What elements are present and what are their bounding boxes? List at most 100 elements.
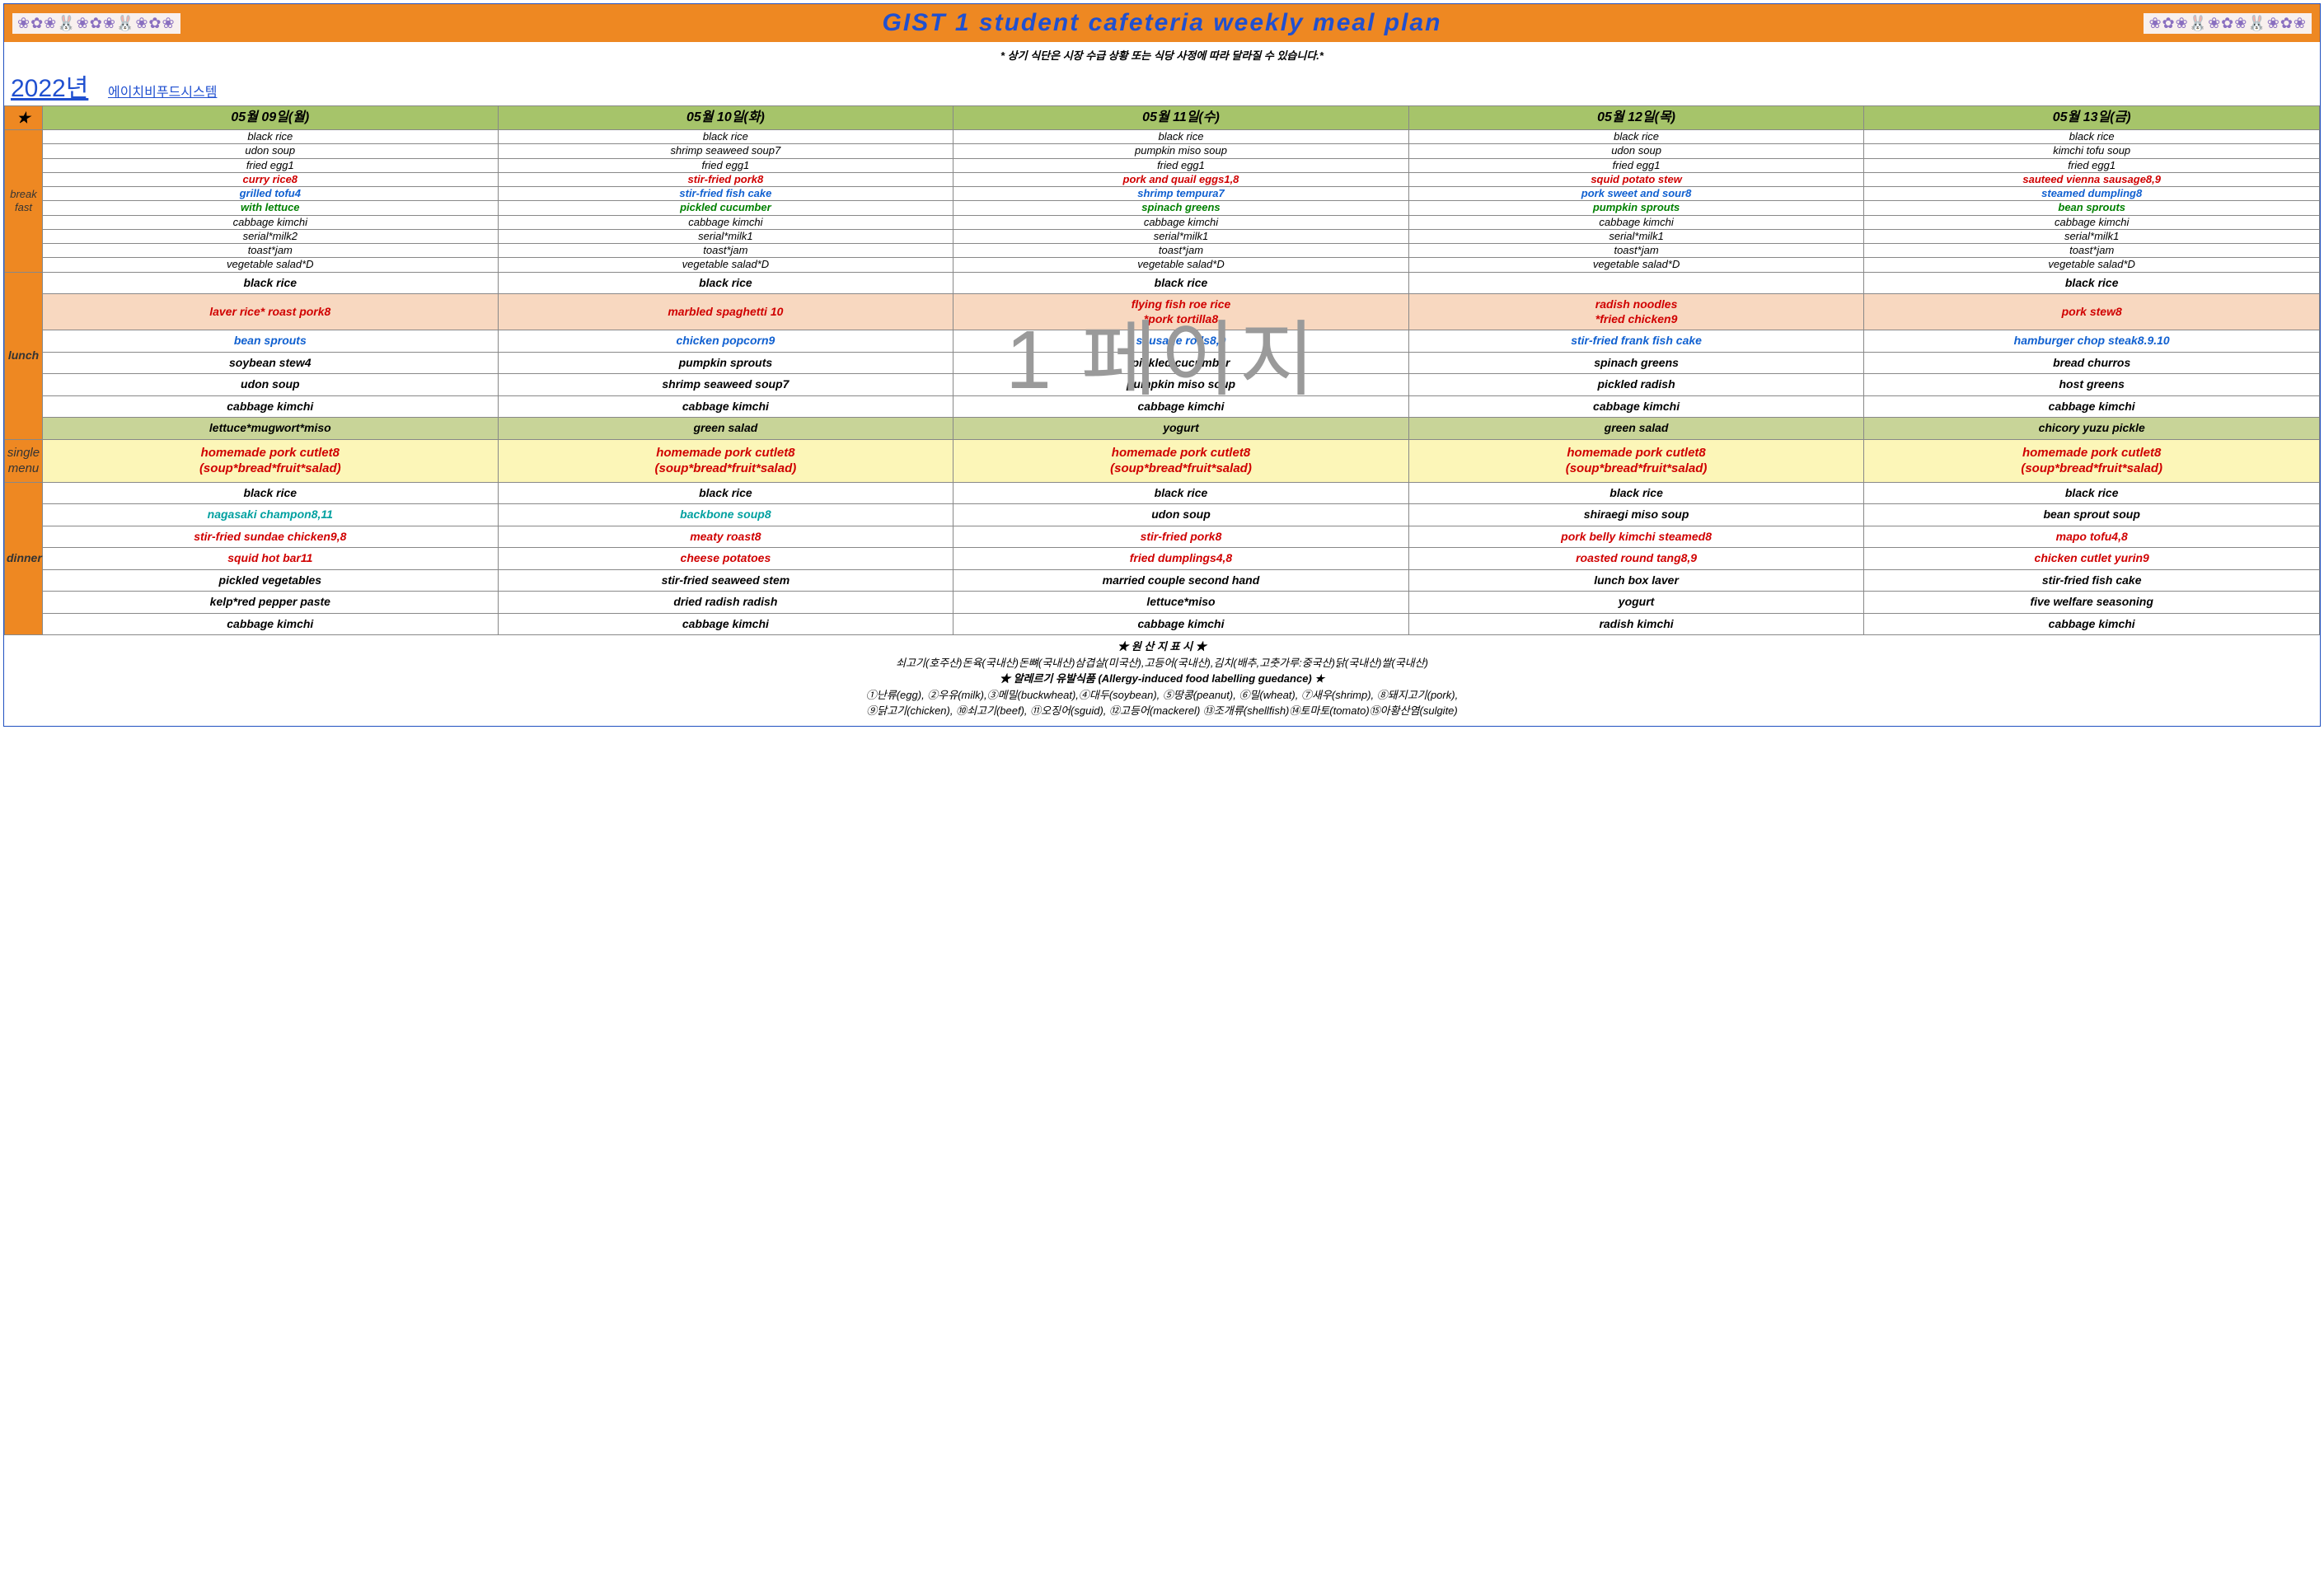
year-row: 2022년 에이치비푸드시스템 xyxy=(4,64,2320,105)
meal-cell: laver rice* roast pork8 xyxy=(43,294,499,330)
meal-cell: radish kimchi xyxy=(1408,613,1864,635)
day-header: 05월 11일(수) xyxy=(953,106,1409,130)
meal-cell: black rice xyxy=(1408,482,1864,504)
allergy-title: ★ 알레르기 유발식품 (Allergy-induced food labell… xyxy=(9,671,2315,687)
meal-cell: cheese potatoes xyxy=(498,548,953,570)
table-row: bean sproutschicken popcorn9sausage roll… xyxy=(5,330,2320,353)
meal-table-body: break fastblack riceblack riceblack rice… xyxy=(5,130,2320,635)
meal-cell: pumpkin miso soup xyxy=(953,144,1409,158)
meal-cell: stir-fried pork8 xyxy=(953,526,1409,548)
meal-cell: homemade pork cutlet8 (soup*bread*fruit*… xyxy=(43,439,499,482)
meal-cell: toast*jam xyxy=(43,244,499,258)
allergy-body-2: ⑨닭고기(chicken), ⑩쇠고기(beef), ⑪오징어(sguid), … xyxy=(9,703,2315,719)
allergy-body-1: ①난류(egg), ②우유(milk),③메밀(buckwheat),④대두(s… xyxy=(9,687,2315,704)
company-label: 에이치비푸드시스템 xyxy=(108,86,217,100)
meal-cell: cabbage kimchi xyxy=(43,395,499,418)
star-header: ★ xyxy=(5,106,43,130)
meal-cell: fried egg1 xyxy=(43,158,499,172)
origin-title: ★ 원 산 지 표 시 ★ xyxy=(9,639,2315,655)
meal-cell: serial*milk1 xyxy=(953,229,1409,243)
meal-cell: squid hot bar11 xyxy=(43,548,499,570)
meal-cell: pork sweet and sour8 xyxy=(1408,187,1864,201)
meal-cell: meaty roast8 xyxy=(498,526,953,548)
day-header: 05월 10일(화) xyxy=(498,106,953,130)
table-row: laver rice* roast pork8marbled spaghetti… xyxy=(5,294,2320,330)
meal-cell: black rice xyxy=(1864,482,2320,504)
meal-cell: toast*jam xyxy=(1408,244,1864,258)
meal-cell: pickled cucumber xyxy=(953,352,1409,374)
meal-cell: cabbage kimchi xyxy=(43,613,499,635)
meal-cell: steamed dumpling8 xyxy=(1864,187,2320,201)
meal-cell: cabbage kimchi xyxy=(498,395,953,418)
meal-cell: squid potato stew xyxy=(1408,172,1864,186)
meal-cell: fried egg1 xyxy=(498,158,953,172)
meal-cell: pickled vegetables xyxy=(43,569,499,592)
meal-cell: vegetable salad*D xyxy=(498,258,953,272)
meal-cell: kimchi tofu soup xyxy=(1864,144,2320,158)
table-row: lunchblack riceblack riceblack riceblack… xyxy=(5,272,2320,294)
meal-cell: cabbage kimchi xyxy=(498,215,953,229)
meal-cell: with lettuce xyxy=(43,201,499,215)
meal-cell: cabbage kimchi xyxy=(1408,215,1864,229)
meal-cell: cabbage kimchi xyxy=(953,613,1409,635)
meal-cell: black rice xyxy=(1864,272,2320,294)
meal-cell: black rice xyxy=(43,482,499,504)
notice-text: * 상기 식단은 시장 수급 상황 또는 식당 사정에 따라 달라질 수 있습니… xyxy=(4,42,2320,64)
meal-cell: marbled spaghetti 10 xyxy=(498,294,953,330)
meal-cell: backbone soup8 xyxy=(498,504,953,526)
meal-cell: black rice xyxy=(498,482,953,504)
meal-cell: pickled radish xyxy=(1408,374,1864,396)
meal-cell: lettuce*miso xyxy=(953,592,1409,614)
meal-cell: hamburger chop steak8.9.10 xyxy=(1864,330,2320,353)
meal-cell: yogurt xyxy=(1408,592,1864,614)
table-row: with lettucepickled cucumberspinach gree… xyxy=(5,201,2320,215)
meal-cell: soybean stew4 xyxy=(43,352,499,374)
meal-cell: roasted round tang8,9 xyxy=(1408,548,1864,570)
meal-cell: black rice xyxy=(43,272,499,294)
meal-cell: vegetable salad*D xyxy=(43,258,499,272)
meal-cell: shiraegi miso soup xyxy=(1408,504,1864,526)
meal-cell: cabbage kimchi xyxy=(953,395,1409,418)
meal-cell: vegetable salad*D xyxy=(1408,258,1864,272)
meal-cell: udon soup xyxy=(43,144,499,158)
meal-cell: homemade pork cutlet8 (soup*bread*fruit*… xyxy=(498,439,953,482)
meal-cell: shrimp seaweed soup7 xyxy=(498,144,953,158)
day-header: 05월 12일(목) xyxy=(1408,106,1864,130)
meal-cell: cabbage kimchi xyxy=(1408,395,1864,418)
meal-cell: black rice xyxy=(953,130,1409,144)
meal-cell: flying fish roe rice *pork tortilla8 xyxy=(953,294,1409,330)
table-row: squid hot bar11cheese potatoesfried dump… xyxy=(5,548,2320,570)
meal-cell: bean sprouts xyxy=(43,330,499,353)
day-header-row: ★ 05월 09일(월) 05월 10일(화) 05월 11일(수) 05월 1… xyxy=(5,106,2320,130)
meal-cell: pumpkin miso soup xyxy=(953,374,1409,396)
meal-cell: spinach greens xyxy=(1408,352,1864,374)
meal-cell: stir-fried sundae chicken9,8 xyxy=(43,526,499,548)
meal-cell: cabbage kimchi xyxy=(43,215,499,229)
meal-cell: vegetable salad*D xyxy=(1864,258,2320,272)
table-row: curry rice8stir-fried pork8pork and quai… xyxy=(5,172,2320,186)
meal-cell: curry rice8 xyxy=(43,172,499,186)
table-row: cabbage kimchicabbage kimchicabbage kimc… xyxy=(5,395,2320,418)
meal-cell: toast*jam xyxy=(1864,244,2320,258)
meal-cell: sausage rolls8,9 xyxy=(953,330,1409,353)
meal-cell: homemade pork cutlet8 (soup*bread*fruit*… xyxy=(1408,439,1864,482)
meal-cell: serial*milk1 xyxy=(1864,229,2320,243)
meal-cell: green salad xyxy=(498,418,953,440)
section-label: break fast xyxy=(5,130,43,273)
meal-cell: pickled cucumber xyxy=(498,201,953,215)
meal-cell: fried egg1 xyxy=(1408,158,1864,172)
table-row: lettuce*mugwort*misogreen saladyogurtgre… xyxy=(5,418,2320,440)
meal-cell: chicken cutlet yurin9 xyxy=(1864,548,2320,570)
meal-table: ★ 05월 09일(월) 05월 10일(화) 05월 11일(수) 05월 1… xyxy=(4,105,2320,635)
meal-cell: lettuce*mugwort*miso xyxy=(43,418,499,440)
meal-cell: yogurt xyxy=(953,418,1409,440)
meal-plan-page: ❀✿❀🐰❀✿❀🐰❀✿❀ GIST 1 student cafeteria wee… xyxy=(3,3,2321,727)
meal-cell: stir-fried frank fish cake xyxy=(1408,330,1864,353)
section-label: dinner xyxy=(5,482,43,635)
meal-cell: bread churros xyxy=(1864,352,2320,374)
day-header: 05월 09일(월) xyxy=(43,106,499,130)
meal-cell: nagasaki champon8,11 xyxy=(43,504,499,526)
table-row: stir-fried sundae chicken9,8meaty roast8… xyxy=(5,526,2320,548)
table-row: udon soupshrimp seaweed soup7pumpkin mis… xyxy=(5,144,2320,158)
meal-cell: lunch box laver xyxy=(1408,569,1864,592)
